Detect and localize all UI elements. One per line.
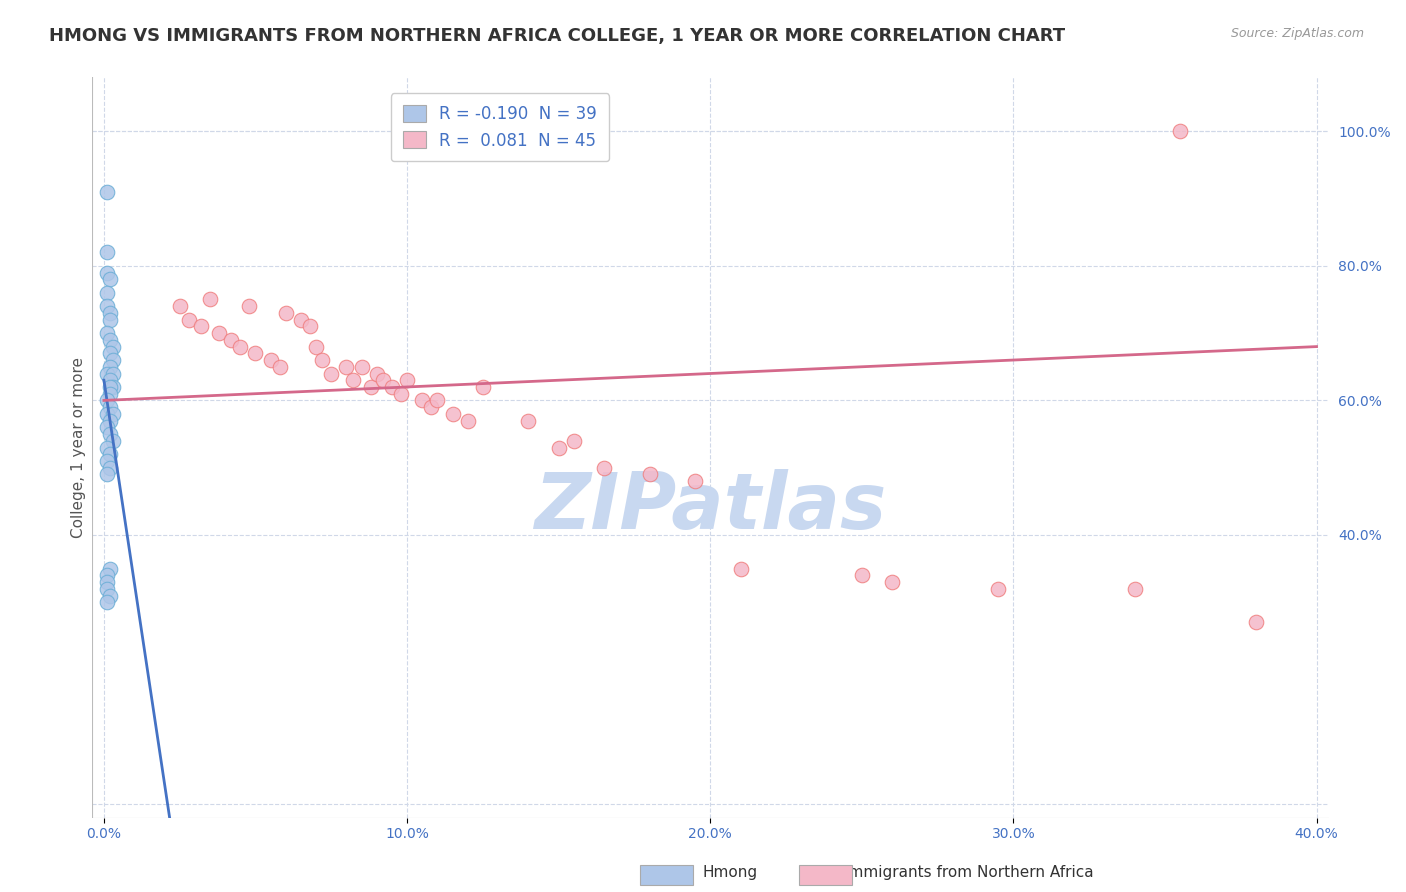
Point [366,367,388,381]
Point [730,561,752,575]
Point [98,373,121,387]
Point [101,367,124,381]
Point [98,427,121,442]
Text: HMONG VS IMMIGRANTS FROM NORTHERN AFRICA COLLEGE, 1 YEAR OR MORE CORRELATION CHA: HMONG VS IMMIGRANTS FROM NORTHERN AFRICA… [49,27,1066,45]
Point [98,400,121,414]
Point [593,460,616,475]
Point [389,386,412,401]
Text: ZIPatlas: ZIPatlas [534,468,886,545]
Point [987,582,1010,596]
Point [851,568,873,582]
Point [101,434,124,448]
Point [96,185,118,199]
Point [177,312,200,326]
Point [259,353,281,368]
Point [342,373,364,387]
Point [381,380,404,394]
Point [299,319,322,334]
Point [471,380,494,394]
Point [101,380,124,394]
Point [360,380,382,394]
Point [1244,615,1267,630]
Point [305,340,328,354]
Point [269,359,291,374]
Point [562,434,585,448]
Point [219,333,242,347]
Point [98,386,121,401]
Text: Immigrants from Northern Africa: Immigrants from Northern Africa [844,865,1094,880]
Point [101,353,124,368]
Point [96,568,118,582]
Point [420,400,443,414]
Point [98,589,121,603]
Point [371,373,394,387]
Point [96,266,118,280]
Point [882,575,904,590]
Text: Source: ZipAtlas.com: Source: ZipAtlas.com [1230,27,1364,40]
Point [1123,582,1146,596]
Point [290,312,312,326]
Point [101,407,124,421]
Point [638,467,661,482]
Point [245,346,267,360]
Point [1168,124,1191,138]
Point [96,454,118,468]
Point [547,441,569,455]
Point [169,299,191,313]
Point [98,306,121,320]
Point [335,359,357,374]
Point [98,414,121,428]
Point [96,441,118,455]
Point [321,367,343,381]
Point [98,561,121,575]
Point [98,359,121,374]
Point [426,393,449,408]
Point [98,447,121,461]
Point [96,367,118,381]
Point [350,359,373,374]
Point [96,407,118,421]
Point [311,353,333,368]
Legend: R = -0.190  N = 39, R =  0.081  N = 45: R = -0.190 N = 39, R = 0.081 N = 45 [391,93,609,161]
Point [238,299,260,313]
Point [441,407,464,421]
Point [396,373,419,387]
Point [98,380,121,394]
Point [96,420,118,434]
Point [229,340,252,354]
Point [96,595,118,609]
Point [96,299,118,313]
Point [96,326,118,340]
Point [98,460,121,475]
Point [98,333,121,347]
Point [96,582,118,596]
Point [96,393,118,408]
Point [411,393,433,408]
Point [96,245,118,260]
Point [96,575,118,590]
Point [96,467,118,482]
Point [101,340,124,354]
Point [208,326,231,340]
Point [274,306,297,320]
Point [98,312,121,326]
Point [198,293,221,307]
Point [517,414,540,428]
Point [98,346,121,360]
Text: Hmong: Hmong [703,865,758,880]
Point [457,414,479,428]
Y-axis label: College, 1 year or more: College, 1 year or more [72,357,86,538]
Point [96,285,118,300]
Point [98,272,121,286]
Point [683,474,706,488]
Point [190,319,212,334]
